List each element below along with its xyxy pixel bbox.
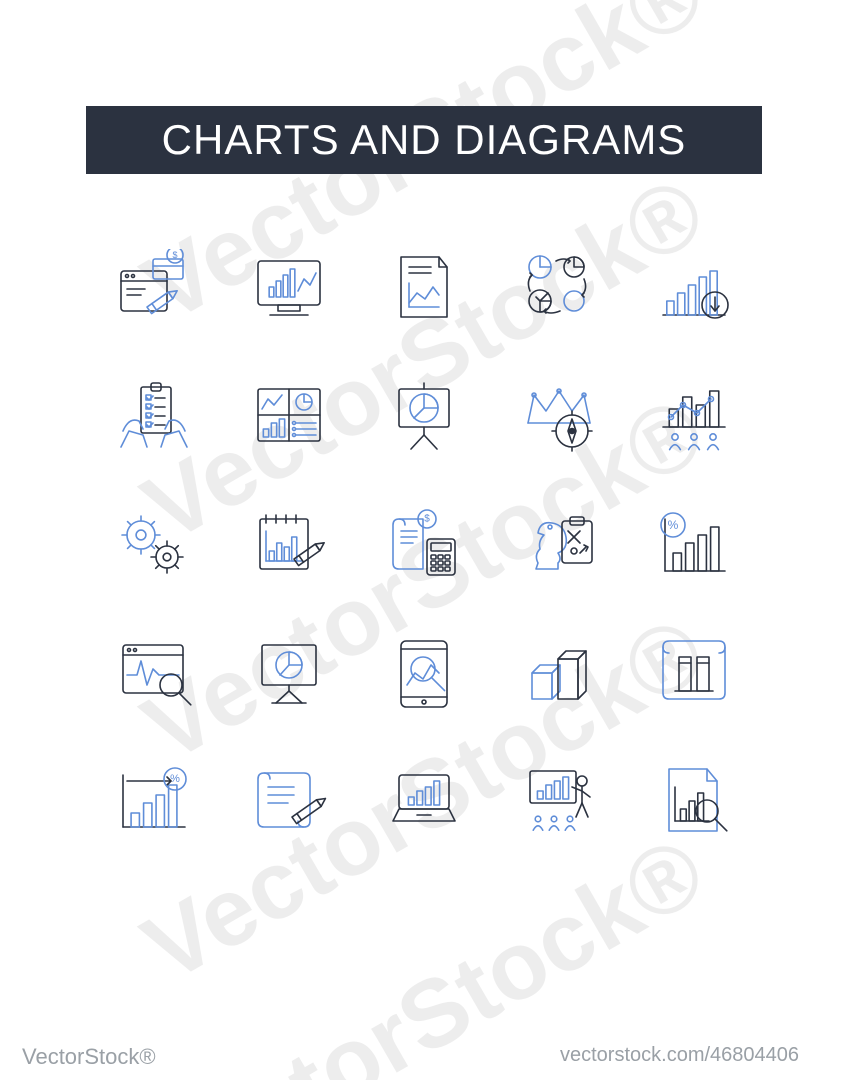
pie-cycle-icon	[491, 226, 626, 354]
projector-piechart-icon	[221, 610, 356, 738]
footer-id: vectorstock.com/46804406	[560, 1044, 799, 1067]
document-barchart-search-icon	[626, 738, 761, 866]
gears-icon	[86, 482, 221, 610]
easel-piechart-icon	[356, 354, 491, 482]
footer-brand: VectorStock®	[22, 1044, 156, 1070]
browser-pencil-dollar-icon: $	[86, 226, 221, 354]
svg-text:$: $	[424, 514, 430, 525]
blueprint-columns-icon	[626, 610, 761, 738]
svg-text:%: %	[667, 518, 678, 532]
scroll-dollar-calculator-icon: $	[356, 482, 491, 610]
monitor-bars-icon	[221, 226, 356, 354]
crown-compass-icon	[491, 354, 626, 482]
svg-text:$: $	[172, 250, 177, 260]
browser-pulse-magnify-icon	[86, 610, 221, 738]
bars-download-icon	[626, 226, 761, 354]
svg-text:%: %	[170, 773, 180, 785]
chess-strategy-icon	[491, 482, 626, 610]
presenter-audience-icon	[491, 738, 626, 866]
panel-mixedcharts-icon	[221, 354, 356, 482]
growth-percent-icon: %	[86, 738, 221, 866]
percent-bars-icon: %	[626, 482, 761, 610]
cube-3dbar-icon	[491, 610, 626, 738]
tablet-search-chart-icon	[356, 610, 491, 738]
scroll-pencil-icon	[221, 738, 356, 866]
page-title: CHARTS AND DIAGRAMS	[86, 106, 762, 174]
stage: VectorStock®VectorStock®VectorStock®Vect…	[0, 0, 847, 1080]
notepad-bars-pencil-icon	[221, 482, 356, 610]
laptop-bars-icon	[356, 738, 491, 866]
document-linechart-icon	[356, 226, 491, 354]
bars-people-icon	[626, 354, 761, 482]
hands-clipboard-icon	[86, 354, 221, 482]
icon-grid: $ $%%	[86, 226, 762, 866]
